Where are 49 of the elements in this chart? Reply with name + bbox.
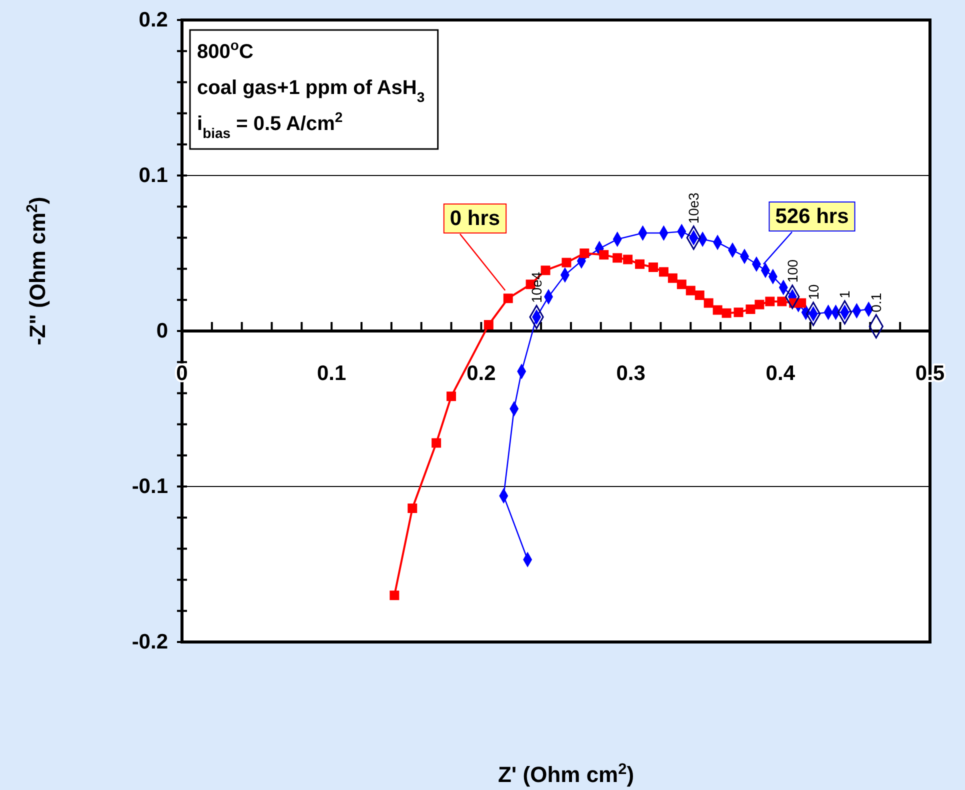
x-tick-label: 0.2: [466, 362, 496, 385]
annotation: 1: [836, 290, 853, 298]
y-tick-label: 0: [156, 320, 168, 343]
annotation: 10e3: [686, 192, 702, 224]
point: [765, 296, 775, 306]
point: [668, 273, 678, 283]
annotation: 10: [805, 284, 822, 300]
point: [754, 300, 764, 310]
point: [722, 308, 732, 318]
point: [484, 320, 494, 330]
x-tick-label: 0.1: [317, 362, 347, 385]
point: [686, 286, 696, 296]
point: [746, 304, 756, 314]
point: [390, 590, 400, 600]
point: [676, 280, 686, 290]
point: [694, 290, 704, 300]
point: [623, 254, 633, 264]
text: 0 hrs: [450, 207, 500, 230]
x-axis-title: Z' (Ohm cm$^{2}$): [498, 760, 634, 787]
point: [540, 266, 550, 276]
point: [562, 258, 572, 268]
point: [712, 305, 722, 315]
x-tick-label: 0.3: [616, 362, 646, 385]
point: [734, 308, 744, 318]
point: [408, 504, 418, 514]
point: [658, 267, 668, 277]
point: [446, 392, 456, 402]
point: [580, 248, 590, 258]
point: [777, 296, 787, 306]
annotation: 800$^{o}$C: [197, 37, 254, 63]
point: [635, 259, 645, 269]
annotation: 10e4: [528, 272, 545, 304]
point: [599, 250, 609, 260]
point: [704, 298, 714, 308]
annotation: coal gas+1 ppm of AsH$_{3}$: [197, 77, 425, 105]
y-tick-label: -0.2: [132, 630, 168, 654]
point: [612, 253, 622, 263]
series-label: 526 hrs: [775, 205, 849, 228]
annotation: i$_{bias}$ = 0.5 A/cm$^{2}$: [197, 109, 343, 141]
y-tick-label: -0.1: [132, 475, 168, 498]
point: [432, 438, 442, 448]
y-tick-label: 0.2: [138, 8, 168, 32]
point: [796, 298, 806, 308]
point: [648, 262, 658, 272]
point: [503, 294, 513, 304]
annotation: 100: [784, 259, 800, 283]
y-tick-label: 0.1: [138, 164, 168, 188]
annotation: 0.1: [868, 292, 884, 312]
x-tick-label: 0.4: [766, 362, 796, 385]
